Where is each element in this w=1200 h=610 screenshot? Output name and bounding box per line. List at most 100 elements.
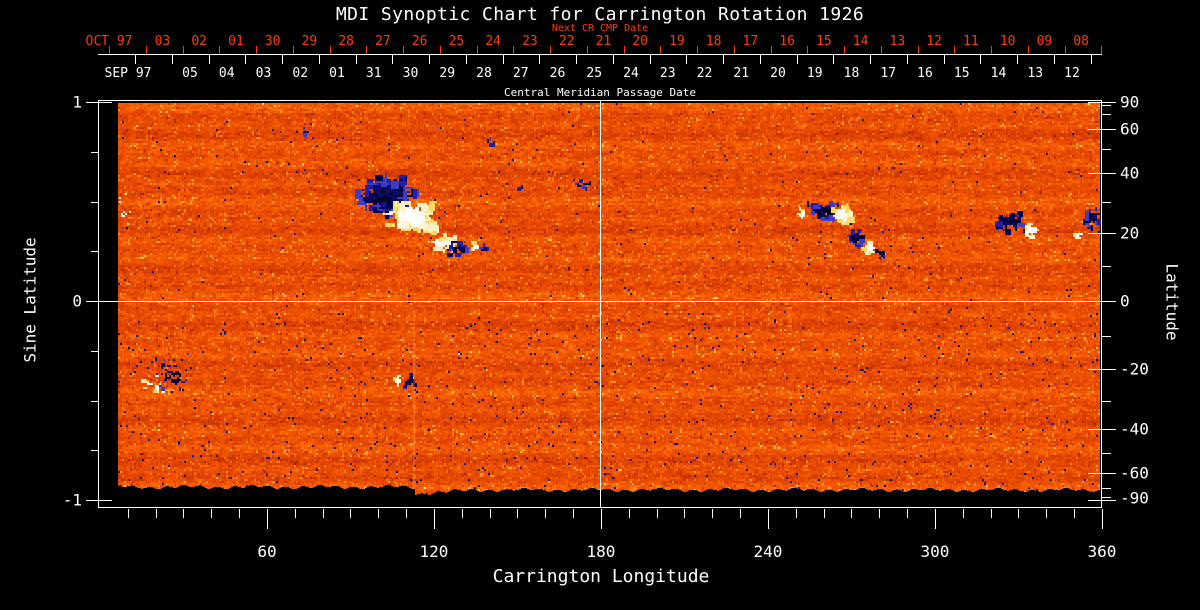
latitude-major-tick [1088, 473, 1116, 474]
next-cr-tick [881, 46, 882, 54]
cmp-axis-line [98, 54, 1102, 55]
sine-latitude-minor-tick [91, 351, 98, 352]
cmp-tick [429, 55, 430, 64]
cmp-day-label: 12 [1064, 66, 1080, 81]
cmp-day-label: 30 [403, 66, 419, 81]
longitude-minor-tick [824, 509, 825, 518]
longitude-minor-tick [684, 509, 685, 518]
cmp-tick [944, 55, 945, 64]
longitude-minor-tick [517, 509, 518, 518]
next-cr-tick [624, 46, 625, 54]
cmp-tick [319, 55, 320, 64]
cmp-tick [539, 55, 540, 64]
cmp-tick [356, 55, 357, 64]
cmp-day-label: 17 [880, 66, 896, 81]
next-cr-day-label: 08 [1073, 34, 1089, 49]
longitude-minor-tick [991, 509, 992, 518]
next-cr-day-label: 29 [302, 34, 318, 49]
cmp-tick [135, 55, 136, 64]
sine-latitude-minor-tick [91, 251, 98, 252]
next-cr-tick [771, 46, 772, 54]
next-cr-day-label: 09 [1037, 34, 1053, 49]
latitude-tick-label: -90 [1120, 489, 1149, 508]
longitude-minor-tick [963, 509, 964, 518]
cmp-day-label: 14 [991, 66, 1007, 81]
cmp-day-label: 19 [807, 66, 823, 81]
next-cr-day-label: 12 [926, 34, 942, 49]
cmp-tick [245, 55, 246, 64]
sine-latitude-minor-tick [91, 450, 98, 451]
longitude-major-tick [267, 509, 268, 529]
longitude-minor-tick [712, 509, 713, 518]
latitude-tick-label: -40 [1120, 419, 1149, 438]
next-cr-tick [660, 46, 661, 54]
cmp-tick [466, 55, 467, 64]
latitude-major-tick [1088, 129, 1116, 130]
cmp-tick [503, 55, 504, 64]
next-cr-tick [918, 46, 919, 54]
latitude-minor-tick [1102, 401, 1111, 402]
longitude-minor-tick [211, 509, 212, 518]
longitude-minor-tick [907, 509, 908, 518]
longitude-minor-tick [490, 509, 491, 518]
sine-latitude-major-tick [86, 500, 112, 501]
cmp-day-label: 28 [476, 66, 492, 81]
cmp-day-label: 31 [366, 66, 382, 81]
cmp-day-label: 13 [1027, 66, 1043, 81]
cmp-day-label: 24 [623, 66, 639, 81]
cmp-tick [760, 55, 761, 64]
longitude-minor-tick [462, 509, 463, 518]
next-cr-tick [550, 46, 551, 54]
longitude-major-tick [935, 509, 936, 529]
next-cr-tick [109, 46, 110, 54]
longitude-minor-tick [128, 509, 129, 518]
latitude-major-tick [1088, 500, 1116, 501]
latitude-minor-tick [1102, 202, 1111, 203]
cmp-tick [1054, 55, 1055, 64]
sine-latitude-minor-tick [91, 202, 98, 203]
cmp-tick [1017, 55, 1018, 64]
sine-latitude-tick-label: 0 [44, 292, 82, 311]
cmp-month-label: SEP 97 [105, 66, 152, 81]
next-cr-day-label: 15 [816, 34, 832, 49]
longitude-minor-tick [657, 509, 658, 518]
cmp-tick [797, 55, 798, 64]
cmp-day-label: 25 [586, 66, 602, 81]
cmp-day-label: 22 [697, 66, 713, 81]
longitude-minor-tick [183, 509, 184, 518]
cmp-tick [723, 55, 724, 64]
longitude-tick-label: 60 [257, 542, 276, 561]
next-cr-tick [256, 46, 257, 54]
next-cr-cmp-date-label: Next CR CMP Date [552, 23, 648, 34]
longitude-minor-tick [350, 509, 351, 518]
next-cr-tick [293, 46, 294, 54]
sine-latitude-major-tick [86, 301, 112, 302]
longitude-tick-label: 180 [587, 542, 616, 561]
next-cr-tick [734, 46, 735, 54]
chart-title: MDI Synoptic Chart for Carrington Rotati… [336, 4, 864, 25]
latitude-major-tick [1088, 233, 1116, 234]
cmp-day-label: 27 [513, 66, 529, 81]
cmp-day-label: 02 [292, 66, 308, 81]
next-cr-day-label: 28 [338, 34, 354, 49]
longitude-minor-tick [796, 509, 797, 518]
cmp-axis-label: Central Meridian Passage Date [504, 86, 696, 99]
next-cr-tick [513, 46, 514, 54]
next-cr-tick [330, 46, 331, 54]
next-cr-day-label: 02 [191, 34, 207, 49]
next-cr-tick [146, 46, 147, 54]
next-cr-day-label: 27 [375, 34, 391, 49]
cmp-tick [172, 55, 173, 64]
bottom-axis-title: Carrington Longitude [493, 566, 710, 587]
cmp-tick [576, 55, 577, 64]
latitude-minor-tick [1102, 453, 1111, 454]
latitude-major-tick [1088, 301, 1116, 302]
cmp-day-label: 01 [329, 66, 345, 81]
longitude-minor-tick [378, 509, 379, 518]
longitude-minor-tick [1046, 509, 1047, 518]
next-cr-tick [954, 46, 955, 54]
sine-latitude-minor-tick [91, 401, 98, 402]
longitude-minor-tick [406, 509, 407, 518]
meridian-gridline-180 [600, 100, 601, 508]
longitude-minor-tick [545, 509, 546, 518]
